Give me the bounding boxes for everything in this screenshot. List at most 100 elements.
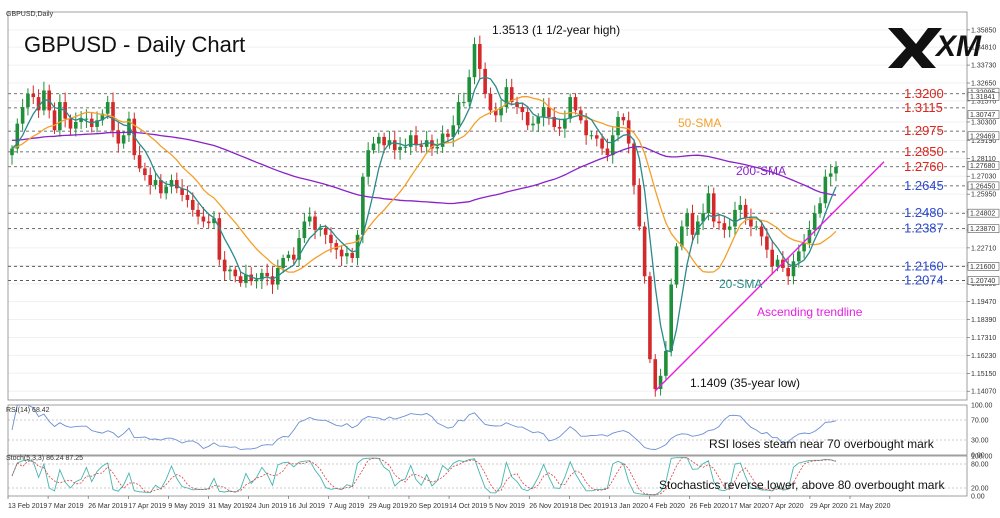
rsi-tick-label: 100.00 [971, 403, 993, 410]
candle [584, 120, 588, 136]
candle [536, 117, 541, 124]
candle [392, 140, 397, 151]
candle [58, 102, 62, 131]
candle [148, 175, 153, 186]
level-label: 1.2975 [904, 123, 944, 138]
candle [637, 185, 642, 227]
candle [36, 97, 41, 111]
time-tick-label: 26 Feb 2020 [690, 503, 729, 510]
candle [430, 140, 434, 149]
price-tick-label: 1.27030 [971, 174, 996, 181]
price-tick-label: 1.28110 [971, 156, 996, 163]
trendline-label: Ascending trendline [757, 305, 863, 319]
candle [217, 218, 222, 260]
candle [717, 221, 721, 224]
candle [350, 253, 355, 259]
price-tick-label: 1.33730 [971, 63, 996, 70]
time-tick-label: 17 Apr 2019 [128, 503, 166, 510]
candle [775, 259, 780, 267]
stoch-label: Stoch(5,3,3) 86.24 87.25 [6, 455, 83, 462]
time-tick-label: 29 Aug 2019 [369, 503, 408, 510]
candle [828, 173, 833, 177]
price-tick-label: 1.30300 [971, 119, 996, 126]
candle [573, 97, 578, 111]
marked-level-box [967, 261, 1000, 271]
candle [525, 112, 530, 126]
candle [95, 120, 99, 127]
time-tick-label: 4 Feb 2020 [650, 503, 686, 510]
candle [281, 258, 285, 268]
candle [478, 44, 482, 69]
candle [260, 272, 264, 280]
time-tick-label: 16 Jul 2019 [289, 503, 325, 510]
candle [244, 274, 248, 283]
candle [233, 269, 238, 277]
level-label: 1.2760 [904, 159, 944, 174]
price-tick-label: 1.16230 [971, 353, 996, 360]
chart-frame [7, 11, 968, 497]
candle [190, 199, 195, 210]
price-tick-label: 1.18390 [971, 317, 996, 324]
candle [137, 155, 142, 169]
candle [701, 213, 705, 222]
candle [834, 166, 838, 174]
candle [20, 107, 25, 124]
rsi-line [11, 404, 837, 451]
candle [414, 135, 418, 146]
candle [515, 102, 519, 108]
candle [121, 135, 126, 144]
trendline [654, 161, 885, 392]
candle [563, 118, 567, 129]
stoch-main-line [11, 457, 837, 496]
candle [143, 168, 147, 176]
candle [291, 254, 296, 260]
candle [509, 87, 514, 103]
time-axis: 13 Feb 2019 7 Mar 2019 26 Mar 2019 17 Apr 2… [7, 496, 891, 510]
candle [791, 261, 796, 277]
xm-logo: XM [888, 28, 982, 68]
price-tick-label: 1.29190 [971, 138, 996, 145]
candle [196, 209, 200, 217]
time-tick-label: 18 Dec 2019 [569, 503, 609, 510]
symbol-header: GBPUSD,Daily [6, 11, 54, 18]
marked-level-box [967, 161, 1000, 170]
candle [802, 243, 806, 252]
price-tick-label: 1.31570 [971, 98, 996, 105]
candle [462, 102, 466, 104]
stoch-note: Stochastics reverse lower, above 80 over… [659, 478, 945, 492]
candle [685, 213, 689, 227]
time-tick-label: 21 May 2020 [850, 503, 891, 510]
candle [212, 218, 216, 224]
candle [600, 138, 604, 149]
candle [664, 350, 668, 376]
candle [329, 234, 333, 244]
xm-logo-mark [888, 28, 942, 68]
marked-level-label: 1.31841 [970, 94, 995, 101]
time-tick-label: 26 Nov 2019 [529, 503, 569, 510]
candle [818, 203, 822, 214]
candle [408, 135, 413, 147]
candle [493, 110, 498, 116]
candle [541, 107, 546, 118]
candle [164, 186, 168, 194]
high-annotation: 1.3513 (1 1/2-year high) [492, 23, 620, 37]
marked-level-box [967, 181, 1000, 191]
candle [15, 123, 20, 149]
candle [68, 118, 73, 129]
candle [169, 180, 174, 187]
candle [557, 126, 562, 129]
candle [185, 194, 190, 200]
candle [648, 276, 652, 360]
candle [440, 133, 445, 147]
candle [52, 110, 57, 131]
level-label: 1.2387 [904, 221, 944, 236]
candle [249, 274, 254, 282]
candle [206, 221, 211, 224]
price-tick-label: 1.34810 [971, 45, 996, 52]
candle [238, 276, 243, 283]
level-label: 1.2645 [904, 178, 944, 193]
candle [610, 135, 615, 156]
candle [594, 135, 599, 139]
